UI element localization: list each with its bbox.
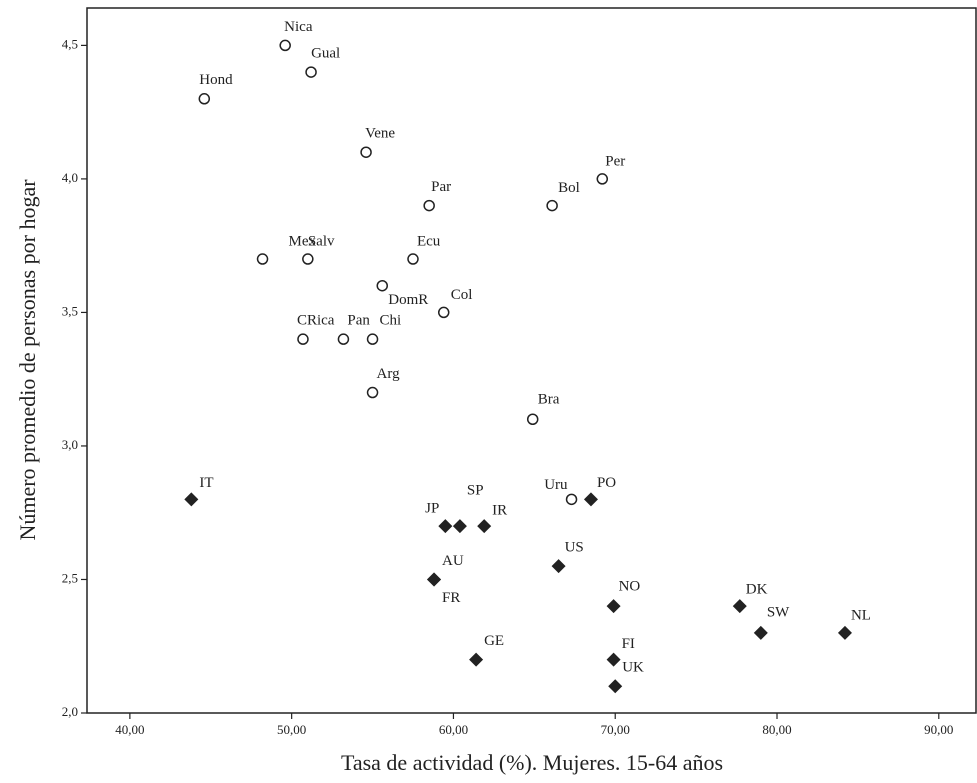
point	[608, 679, 623, 694]
point-label: Arg	[377, 366, 401, 382]
point	[198, 93, 211, 105]
point-label: SP	[467, 483, 484, 499]
x-tick-label: 40,00	[115, 722, 144, 737]
point	[606, 652, 621, 667]
point	[452, 519, 467, 534]
point-label: Nica	[284, 19, 313, 35]
point	[596, 173, 609, 185]
point-label: Hond	[199, 72, 233, 88]
point-label: FR	[442, 590, 460, 606]
point	[732, 599, 747, 614]
point-label: NL	[851, 607, 871, 623]
y-axis-title: Número promedio de personas por hogar	[15, 179, 40, 541]
y-tick-label: 4,0	[62, 170, 78, 185]
point	[427, 572, 442, 587]
point-label: Col	[451, 287, 473, 303]
point-label: DomR	[388, 292, 428, 308]
point	[753, 625, 768, 640]
point	[297, 333, 309, 345]
point-label: AU	[442, 553, 464, 569]
point	[423, 199, 435, 212]
point	[337, 333, 350, 345]
point	[360, 146, 372, 158]
x-tick-label: 60,00	[439, 722, 468, 737]
point	[366, 333, 379, 345]
point-label: Uru	[544, 477, 568, 493]
y-tick-label: 3,5	[62, 303, 78, 318]
point-label: JP	[425, 501, 439, 517]
point	[837, 625, 852, 640]
x-tick-label: 80,00	[762, 722, 791, 737]
point-label: Chi	[380, 313, 402, 329]
x-axis-title: Tasa de actividad (%). Mujeres. 15-64 añ…	[341, 750, 723, 775]
point	[546, 199, 558, 212]
point	[438, 519, 453, 534]
point	[437, 306, 450, 319]
point-label: Bra	[538, 392, 560, 408]
point	[583, 492, 598, 507]
point-label: Bol	[558, 180, 580, 196]
point	[551, 559, 566, 574]
point-label: Ecu	[417, 233, 441, 249]
point	[606, 599, 621, 614]
point-label: NO	[619, 579, 641, 595]
point-label: DK	[746, 582, 768, 598]
point-label: Pan	[347, 313, 370, 329]
plot-frame	[86, 7, 977, 714]
point-label: FI	[622, 636, 635, 652]
point	[279, 39, 291, 52]
point	[526, 413, 539, 425]
point	[256, 253, 269, 265]
x-tick-label: 90,00	[924, 722, 953, 737]
point-label: Par	[431, 179, 451, 195]
x-tick-label: 50,00	[277, 722, 306, 737]
point	[366, 386, 379, 399]
point-label: IT	[199, 475, 213, 491]
point	[477, 519, 492, 534]
point	[407, 253, 419, 265]
y-tick-label: 2,0	[62, 704, 78, 719]
point-label: Salv	[308, 233, 335, 249]
point-label: Vene	[365, 126, 395, 142]
point-label: GE	[484, 633, 504, 649]
point-label: Per	[605, 153, 625, 169]
point	[305, 66, 317, 78]
point	[184, 492, 199, 507]
point-label: CRica	[297, 313, 335, 329]
point	[469, 652, 484, 667]
point	[302, 253, 314, 265]
point-label: SW	[767, 604, 790, 620]
point-label: Mex	[289, 233, 317, 249]
point-label: PO	[597, 475, 616, 491]
point	[376, 279, 389, 292]
point-label: Gual	[311, 46, 340, 62]
point-label: UK	[622, 660, 644, 676]
y-tick-label: 4,5	[62, 36, 78, 51]
point-label: US	[565, 540, 584, 556]
y-tick-label: 2,5	[62, 570, 78, 585]
x-tick-label: 70,00	[601, 722, 630, 737]
y-tick-label: 3,0	[62, 437, 78, 452]
point-label: IR	[492, 503, 507, 519]
point	[565, 493, 578, 506]
